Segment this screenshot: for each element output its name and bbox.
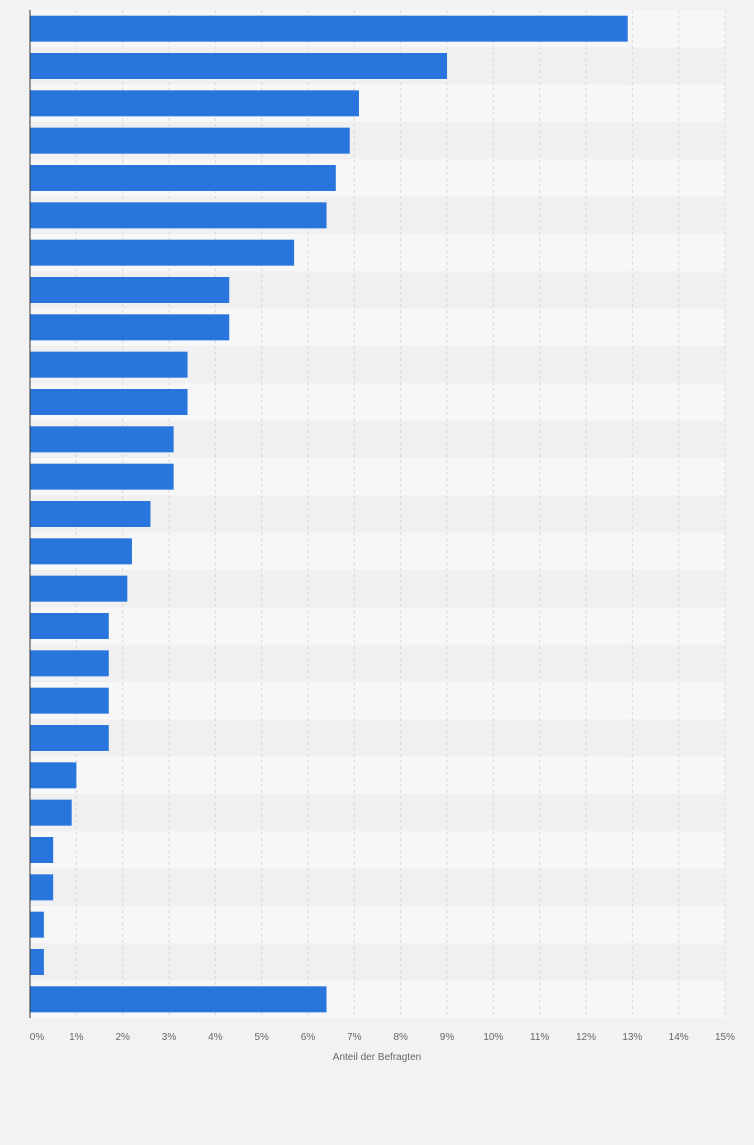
bar[interactable] xyxy=(30,575,128,602)
bar[interactable] xyxy=(30,949,44,975)
bar[interactable] xyxy=(30,202,327,229)
row-band xyxy=(30,570,725,608)
bar[interactable] xyxy=(30,15,628,42)
row-band xyxy=(30,644,725,682)
bar[interactable] xyxy=(30,277,230,303)
x-tick-label: 10% xyxy=(483,1032,503,1043)
row-band xyxy=(30,756,725,794)
bar[interactable] xyxy=(30,53,447,79)
x-tick-label: 1% xyxy=(69,1032,84,1043)
x-tick-label: 9% xyxy=(440,1032,455,1043)
row-band xyxy=(30,794,725,832)
x-tick-label: 7% xyxy=(347,1032,362,1043)
row-band xyxy=(30,532,725,570)
x-tick-label: 6% xyxy=(301,1032,316,1043)
bar[interactable] xyxy=(30,986,327,1013)
bar[interactable] xyxy=(30,127,350,154)
bar[interactable] xyxy=(30,538,132,565)
bar[interactable] xyxy=(30,874,54,901)
bar[interactable] xyxy=(30,463,174,490)
x-tick-label: 13% xyxy=(622,1032,642,1043)
bar[interactable] xyxy=(30,351,188,378)
row-band xyxy=(30,868,725,906)
x-tick-labels: 0% 1% 2% 3% 4% 5% 6% 7% 8% 9% 10% 11% 12% 13% 14% 15% xyxy=(30,1032,735,1043)
x-tick-label: 2% xyxy=(115,1032,130,1043)
x-tick-label: 15% xyxy=(715,1032,735,1043)
bar[interactable] xyxy=(30,165,336,191)
row-band xyxy=(30,831,725,869)
bar[interactable] xyxy=(30,725,109,751)
bar[interactable] xyxy=(30,426,174,453)
bar[interactable] xyxy=(30,799,72,826)
row-band xyxy=(30,719,725,757)
x-tick-label: 8% xyxy=(393,1032,408,1043)
bar[interactable] xyxy=(30,239,295,266)
x-tick-label: 5% xyxy=(254,1032,269,1043)
bar[interactable] xyxy=(30,911,44,938)
x-tick-label: 3% xyxy=(162,1032,177,1043)
row-band xyxy=(30,943,725,981)
x-tick-label: 14% xyxy=(669,1032,689,1043)
x-axis-label: Anteil der Befragten xyxy=(333,1052,421,1063)
bar[interactable] xyxy=(30,687,109,714)
bar[interactable] xyxy=(30,613,109,639)
bar[interactable] xyxy=(30,314,230,341)
x-tick-label: 0% xyxy=(30,1032,45,1043)
bar[interactable] xyxy=(30,389,188,415)
bar[interactable] xyxy=(30,650,109,677)
x-tick-label: 12% xyxy=(576,1032,596,1043)
bar[interactable] xyxy=(30,837,54,863)
bars xyxy=(30,15,628,1013)
bar[interactable] xyxy=(30,762,77,789)
x-tick-label: 4% xyxy=(208,1032,223,1043)
bar[interactable] xyxy=(30,501,151,527)
row-band xyxy=(30,607,725,645)
row-band xyxy=(30,682,725,720)
x-tick-label: 11% xyxy=(530,1032,549,1043)
bar[interactable] xyxy=(30,90,359,117)
row-band xyxy=(30,906,725,944)
